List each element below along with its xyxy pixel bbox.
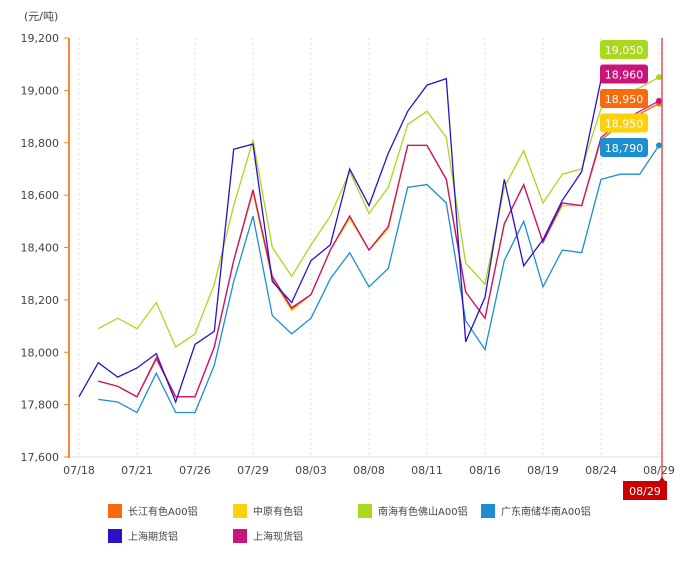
x-tick-label: 07/29 [237, 464, 269, 477]
y-tick-label: 18,600 [21, 189, 60, 202]
series-line-0 [98, 102, 660, 398]
callout-box [600, 138, 648, 157]
x-tick-label: 07/26 [179, 464, 211, 477]
y-tick-label: 18,000 [21, 346, 60, 359]
legend-item-shanghai-spot[interactable]: 上海现货铝 [233, 528, 303, 543]
y-tick-label: 18,400 [21, 242, 60, 255]
y-tick-label: 19,200 [21, 32, 60, 45]
x-tick-label: 08/16 [469, 464, 501, 477]
legend-label: 上海现货铝 [253, 532, 303, 543]
y-unit-label: (元/吨) [24, 10, 58, 23]
x-tick-label: 07/21 [121, 464, 153, 477]
x-tick-label: 08/19 [527, 464, 559, 477]
callout-value: 19,050 [605, 44, 644, 57]
legend-swatch [233, 503, 247, 518]
legend-label: 广东南储华南A00铝 [501, 507, 591, 518]
x-tick-label: 07/18 [63, 464, 95, 477]
x-tick-label: 08/29 [643, 464, 675, 477]
callout-box [600, 40, 648, 59]
legend-label: 南海有色佛山A00铝 [378, 507, 468, 518]
value-callouts: 19,050 18,960 18,950 18,950 18,790 [600, 40, 648, 157]
callout: 18,950 [600, 113, 648, 133]
series-line-3 [98, 145, 660, 414]
callout-value: 18,960 [605, 69, 644, 82]
callout-box [600, 89, 648, 108]
series-end-point [656, 97, 662, 104]
callout-box [600, 64, 648, 84]
x-tick-label: 08/24 [585, 464, 617, 477]
callout: 18,790 [600, 138, 648, 157]
y-tick-label: 18,800 [21, 137, 60, 150]
x-tick-label: 08/08 [353, 464, 385, 477]
legend-item-zhongyuan[interactable]: 中原有色铝 [233, 503, 303, 518]
callout-box [600, 113, 648, 133]
legend-item-shfe[interactable]: 上海期货铝 [108, 528, 178, 543]
x-tick-label: 08/03 [295, 464, 327, 477]
callout-value: 18,950 [605, 93, 644, 106]
x-tick-label: 08/11 [411, 464, 443, 477]
series-end-point [656, 74, 662, 81]
y-tick-label: 19,000 [21, 84, 60, 97]
y-tick-label: 17,600 [21, 451, 60, 464]
callout-value: 18,790 [605, 142, 644, 155]
legend-label: 中原有色铝 [253, 507, 303, 518]
legend-item-changjiang[interactable]: 长江有色A00铝 [108, 503, 198, 518]
y-axis-ticks: 17,600 17,800 18,000 18,200 18,400 18,600 18,8… [21, 32, 69, 464]
crosshair-date: 08/29 [629, 485, 661, 498]
callout-value: 18,950 [605, 118, 644, 131]
legend-swatch [358, 503, 372, 518]
series-end-point [656, 142, 662, 149]
callout: 18,950 [600, 89, 648, 108]
x-axis-ticks: 07/18 07/21 07/26 07/29 08/03 08/08 08/11 08/16… [63, 464, 675, 477]
crosshair-label: 08/29 [623, 477, 667, 500]
series-lines [78, 74, 662, 414]
legend-label: 长江有色A00铝 [128, 507, 198, 518]
legend-swatch [481, 503, 495, 518]
legend-swatch [233, 528, 247, 543]
series-line-5 [98, 100, 660, 398]
legend-swatch [108, 528, 122, 543]
y-tick-label: 17,800 [21, 399, 60, 412]
series-line-1 [98, 102, 660, 398]
legend-item-nanhai[interactable]: 南海有色佛山A00铝 [358, 503, 468, 518]
series-line-4 [78, 77, 602, 404]
callout: 19,050 [600, 40, 648, 59]
legend-swatch [108, 503, 122, 518]
callout: 18,960 [600, 64, 648, 84]
legend-item-guangdong[interactable]: 广东南储华南A00铝 [481, 503, 591, 518]
y-tick-label: 18,200 [21, 294, 60, 307]
series-line-2 [97, 76, 660, 348]
legend-label: 上海期货铝 [128, 532, 178, 543]
